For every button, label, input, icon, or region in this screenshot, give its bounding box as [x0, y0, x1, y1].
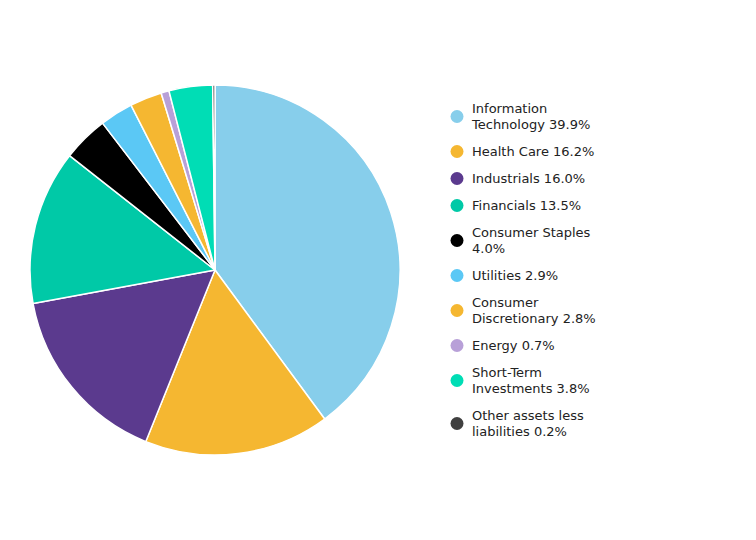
legend-entry: Consumer Staples4.0%: [451, 225, 591, 256]
legend-label-line: Short-Term: [472, 365, 542, 380]
legend-swatch: [451, 304, 464, 317]
legend-label: Energy 0.7%: [472, 338, 555, 353]
legend-entry: Industrials 16.0%: [451, 171, 586, 186]
legend-label: Health Care 16.2%: [472, 144, 594, 159]
legend-entry: Utilities 2.9%: [451, 268, 559, 283]
legend-label-line: Other assets less: [472, 408, 584, 423]
legend-label: ConsumerDiscretionary 2.8%: [472, 295, 596, 326]
legend: InformationTechnology 39.9% Health Care 1…: [451, 101, 596, 439]
legend-label: Short-TermInvestments 3.8%: [472, 365, 590, 396]
legend-swatch: [451, 145, 464, 158]
chart-container: InformationTechnology 39.9% Health Care 1…: [0, 0, 756, 540]
legend-entry: Energy 0.7%: [451, 338, 555, 353]
legend-entry: Other assets lessliabilities 0.2%: [451, 408, 584, 439]
legend-entry: InformationTechnology 39.9%: [451, 101, 591, 132]
legend-swatch: [451, 172, 464, 185]
legend-swatch: [451, 339, 464, 352]
pie-slice: [213, 85, 215, 270]
pie-slice: [169, 85, 215, 270]
legend-entry: Health Care 16.2%: [451, 144, 595, 159]
legend-entry: ConsumerDiscretionary 2.8%: [451, 295, 596, 326]
legend-label-line: Financials 13.5%: [472, 198, 581, 213]
legend-label-line: Investments 3.8%: [472, 381, 590, 396]
page: {"chart_data": {"type": "pie", "categori…: [0, 0, 756, 540]
legend-label-line: Technology 39.9%: [471, 117, 590, 132]
chart-svg: InformationTechnology 39.9% Health Care 1…: [0, 0, 756, 540]
legend-swatch: [451, 417, 464, 430]
legend-label-line: 4.0%: [472, 241, 505, 256]
legend-label: Utilities 2.9%: [472, 268, 558, 283]
legend-label-line: Consumer Staples: [472, 225, 591, 240]
legend-label: Other assets lessliabilities 0.2%: [472, 408, 584, 439]
legend-label: Consumer Staples4.0%: [472, 225, 591, 256]
legend-label-line: Industrials 16.0%: [472, 171, 585, 186]
legend-label: InformationTechnology 39.9%: [471, 101, 590, 132]
legend-label-line: Information: [472, 101, 547, 116]
legend-swatch: [451, 199, 464, 212]
legend-label-line: Consumer: [472, 295, 539, 310]
legend-label: Industrials 16.0%: [472, 171, 585, 186]
legend-swatch: [451, 234, 464, 247]
legend-label-line: liabilities 0.2%: [472, 424, 567, 439]
legend-label-line: Utilities 2.9%: [472, 268, 558, 283]
legend-label-line: Energy 0.7%: [472, 338, 555, 353]
legend-swatch: [451, 110, 464, 123]
legend-swatch: [451, 269, 464, 282]
legend-label: Financials 13.5%: [472, 198, 581, 213]
legend-swatch: [451, 374, 464, 387]
pie: [30, 85, 400, 455]
legend-label-line: Health Care 16.2%: [472, 144, 594, 159]
legend-entry: Financials 13.5%: [451, 198, 582, 213]
legend-entry: Short-TermInvestments 3.8%: [451, 365, 590, 396]
legend-label-line: Discretionary 2.8%: [472, 311, 596, 326]
